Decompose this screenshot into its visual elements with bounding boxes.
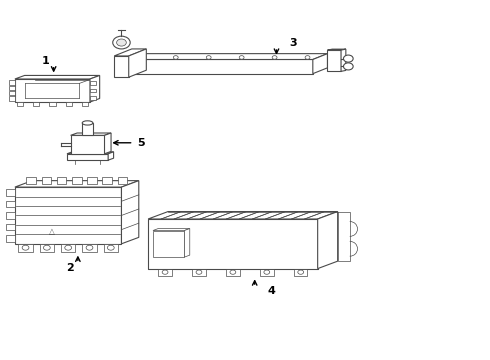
Polygon shape <box>114 49 147 56</box>
Polygon shape <box>184 229 190 257</box>
Ellipse shape <box>82 121 93 125</box>
Text: △: △ <box>49 227 55 236</box>
Bar <box>6 224 15 230</box>
Circle shape <box>343 63 353 70</box>
Text: 5: 5 <box>137 138 145 148</box>
Bar <box>40 244 54 252</box>
Polygon shape <box>15 181 139 187</box>
Polygon shape <box>153 230 184 257</box>
Circle shape <box>107 245 114 250</box>
Bar <box>42 177 51 184</box>
Bar <box>338 212 350 261</box>
Polygon shape <box>15 79 90 102</box>
Polygon shape <box>15 187 122 244</box>
Bar <box>66 102 72 106</box>
Bar <box>6 201 15 207</box>
Bar <box>61 244 75 252</box>
Circle shape <box>298 270 304 274</box>
Circle shape <box>86 245 93 250</box>
Bar <box>82 102 88 106</box>
Circle shape <box>117 39 126 46</box>
Circle shape <box>22 245 29 250</box>
Circle shape <box>162 270 168 274</box>
Bar <box>103 244 118 252</box>
Polygon shape <box>313 54 327 74</box>
Bar <box>6 235 15 242</box>
Circle shape <box>272 56 277 59</box>
Bar <box>90 96 96 100</box>
Polygon shape <box>122 181 139 244</box>
Bar <box>18 244 33 252</box>
Circle shape <box>305 56 310 59</box>
Bar <box>6 212 15 219</box>
Bar <box>102 177 112 184</box>
Bar <box>118 177 127 184</box>
Polygon shape <box>67 152 114 154</box>
Polygon shape <box>104 133 111 154</box>
Polygon shape <box>148 212 338 219</box>
Bar <box>82 123 93 135</box>
Text: 4: 4 <box>268 286 275 296</box>
Bar <box>90 81 96 85</box>
Bar <box>82 244 97 252</box>
Bar <box>260 269 273 276</box>
Bar <box>33 102 39 106</box>
Polygon shape <box>114 56 129 77</box>
Bar <box>87 177 97 184</box>
Circle shape <box>196 270 202 274</box>
Text: 2: 2 <box>66 263 74 273</box>
Polygon shape <box>318 212 338 269</box>
Bar <box>9 96 15 100</box>
Polygon shape <box>71 133 111 135</box>
Polygon shape <box>129 49 147 77</box>
Polygon shape <box>327 50 341 71</box>
Bar <box>226 269 240 276</box>
Polygon shape <box>108 152 114 160</box>
Circle shape <box>239 56 244 59</box>
Polygon shape <box>71 135 104 154</box>
Bar <box>57 177 67 184</box>
Circle shape <box>206 56 211 59</box>
Circle shape <box>230 270 236 274</box>
Bar <box>158 269 172 276</box>
Polygon shape <box>148 219 318 269</box>
Text: 1: 1 <box>42 56 49 66</box>
Circle shape <box>65 245 72 250</box>
Polygon shape <box>67 154 108 160</box>
Bar <box>90 89 96 92</box>
Circle shape <box>113 36 130 49</box>
Text: 3: 3 <box>290 38 297 48</box>
Bar <box>49 102 55 106</box>
Bar <box>192 269 206 276</box>
Bar <box>6 189 15 195</box>
Circle shape <box>44 245 50 250</box>
Bar <box>26 177 36 184</box>
Polygon shape <box>90 76 99 102</box>
Circle shape <box>264 270 270 274</box>
Polygon shape <box>327 49 346 50</box>
Bar <box>17 102 23 106</box>
Bar <box>294 269 308 276</box>
Circle shape <box>343 55 353 62</box>
Polygon shape <box>129 54 327 59</box>
Polygon shape <box>341 49 346 71</box>
Bar <box>9 86 15 90</box>
Bar <box>9 80 15 85</box>
Bar <box>72 177 82 184</box>
Polygon shape <box>153 229 190 230</box>
Circle shape <box>141 56 145 59</box>
Bar <box>9 91 15 95</box>
Polygon shape <box>129 59 313 74</box>
Polygon shape <box>15 76 99 79</box>
Circle shape <box>173 56 178 59</box>
